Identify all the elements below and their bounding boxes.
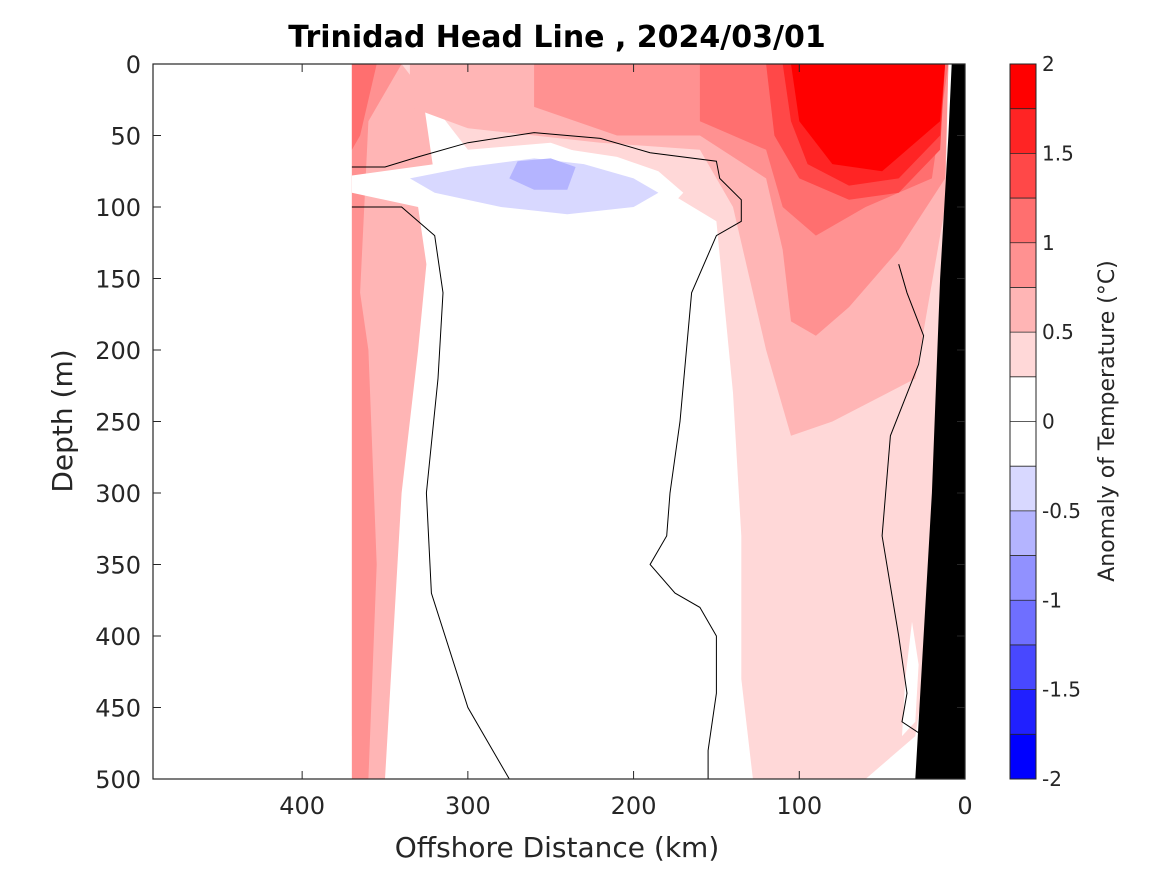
zero-contours [351,132,925,779]
y-tick-label: 350 [95,552,141,580]
y-tick-label: 100 [95,194,141,222]
colorbar-tick-label: 2 [1042,52,1055,76]
x-tick-label: 100 [776,792,822,820]
colorbar-segment [1010,644,1036,690]
y-tick-label: 50 [110,123,141,151]
colorbar-segment [1010,600,1036,645]
colorbar-tick-label: -0.5 [1042,499,1081,523]
colorbar-segment [1010,734,1036,779]
colorbar-segment [1010,510,1036,556]
x-axis-ticks: 400 300 200 100 0 [279,64,973,820]
colorbar-tick-label: 0.5 [1042,320,1074,344]
anomaly-region-15 [559,371,609,400]
colorbar-segment [1010,198,1036,243]
x-tick-label: 400 [279,792,325,820]
x-axis-label: Offshore Distance (km) [395,831,720,864]
anomaly-region-2 [351,64,402,779]
colorbar-tick-label: -2 [1042,767,1062,791]
y-tick-label: 200 [95,337,141,365]
colorbar-segment [1010,421,1036,467]
colorbar-segment [1010,153,1036,199]
zero-contour-1 [351,206,510,779]
colorbar-segment [1010,689,1036,735]
plot-area: 400 300 200 100 0 0 50 100 150 200 250 300 350 400 45… [95,51,972,820]
continental-shelf [915,64,965,779]
colorbar-label: Anomaly of Temperature (°C) [1095,260,1120,582]
colorbar-segment [1010,108,1036,154]
colorbar-frame [1009,63,1037,780]
colorbar: -2 -1.5 -1 -0.5 0 0.5 1 1.5 2 Anomaly of Tempera… [1009,52,1120,791]
anomaly-region-16 [902,621,919,737]
colorbar-segment [1010,242,1036,288]
x-tick-label: 300 [445,792,491,820]
colorbar-segment [1010,376,1036,422]
zero-contour-2 [881,264,925,737]
anomaly-region-13 [509,158,576,190]
colorbar-ticks: -2 -1.5 -1 -0.5 0 0.5 1 1.5 2 [1042,52,1081,791]
chart-title: Trinidad Head Line , 2024/03/01 [288,20,825,55]
y-tick-label: 400 [95,623,141,651]
colorbar-segments [1010,64,1036,779]
anomaly-regions [351,64,952,779]
y-tick-label: 250 [95,409,141,437]
y-tick-label: 300 [95,480,141,508]
y-tick-label: 0 [126,51,141,79]
colorbar-tick-label: -1.5 [1042,678,1081,702]
y-tick-label: 450 [95,695,141,723]
colorbar-tick-label: 1 [1042,231,1055,255]
y-axis-label: Depth (m) [46,349,79,492]
anomaly-region-10 [791,64,946,172]
x-tick-label: 200 [611,792,657,820]
zero-contour-0 [351,132,742,779]
colorbar-segment [1010,287,1036,333]
colorbar-tick-label: -1 [1042,588,1062,612]
y-axis-ticks: 0 50 100 150 200 250 300 350 400 450 500 [95,51,965,794]
colorbar-tick-label: 0 [1042,410,1055,434]
colorbar-segment [1010,555,1036,601]
anomaly-region-3 [351,64,377,150]
colorbar-tick-label: 1.5 [1042,141,1074,165]
y-tick-label: 150 [95,266,141,294]
x-tick-label: 0 [957,792,972,820]
colorbar-segment [1010,466,1036,511]
colorbar-segment [1010,64,1036,109]
colorbar-segment [1010,332,1036,377]
anomaly-region-14 [464,350,482,408]
y-tick-label: 500 [95,766,141,794]
